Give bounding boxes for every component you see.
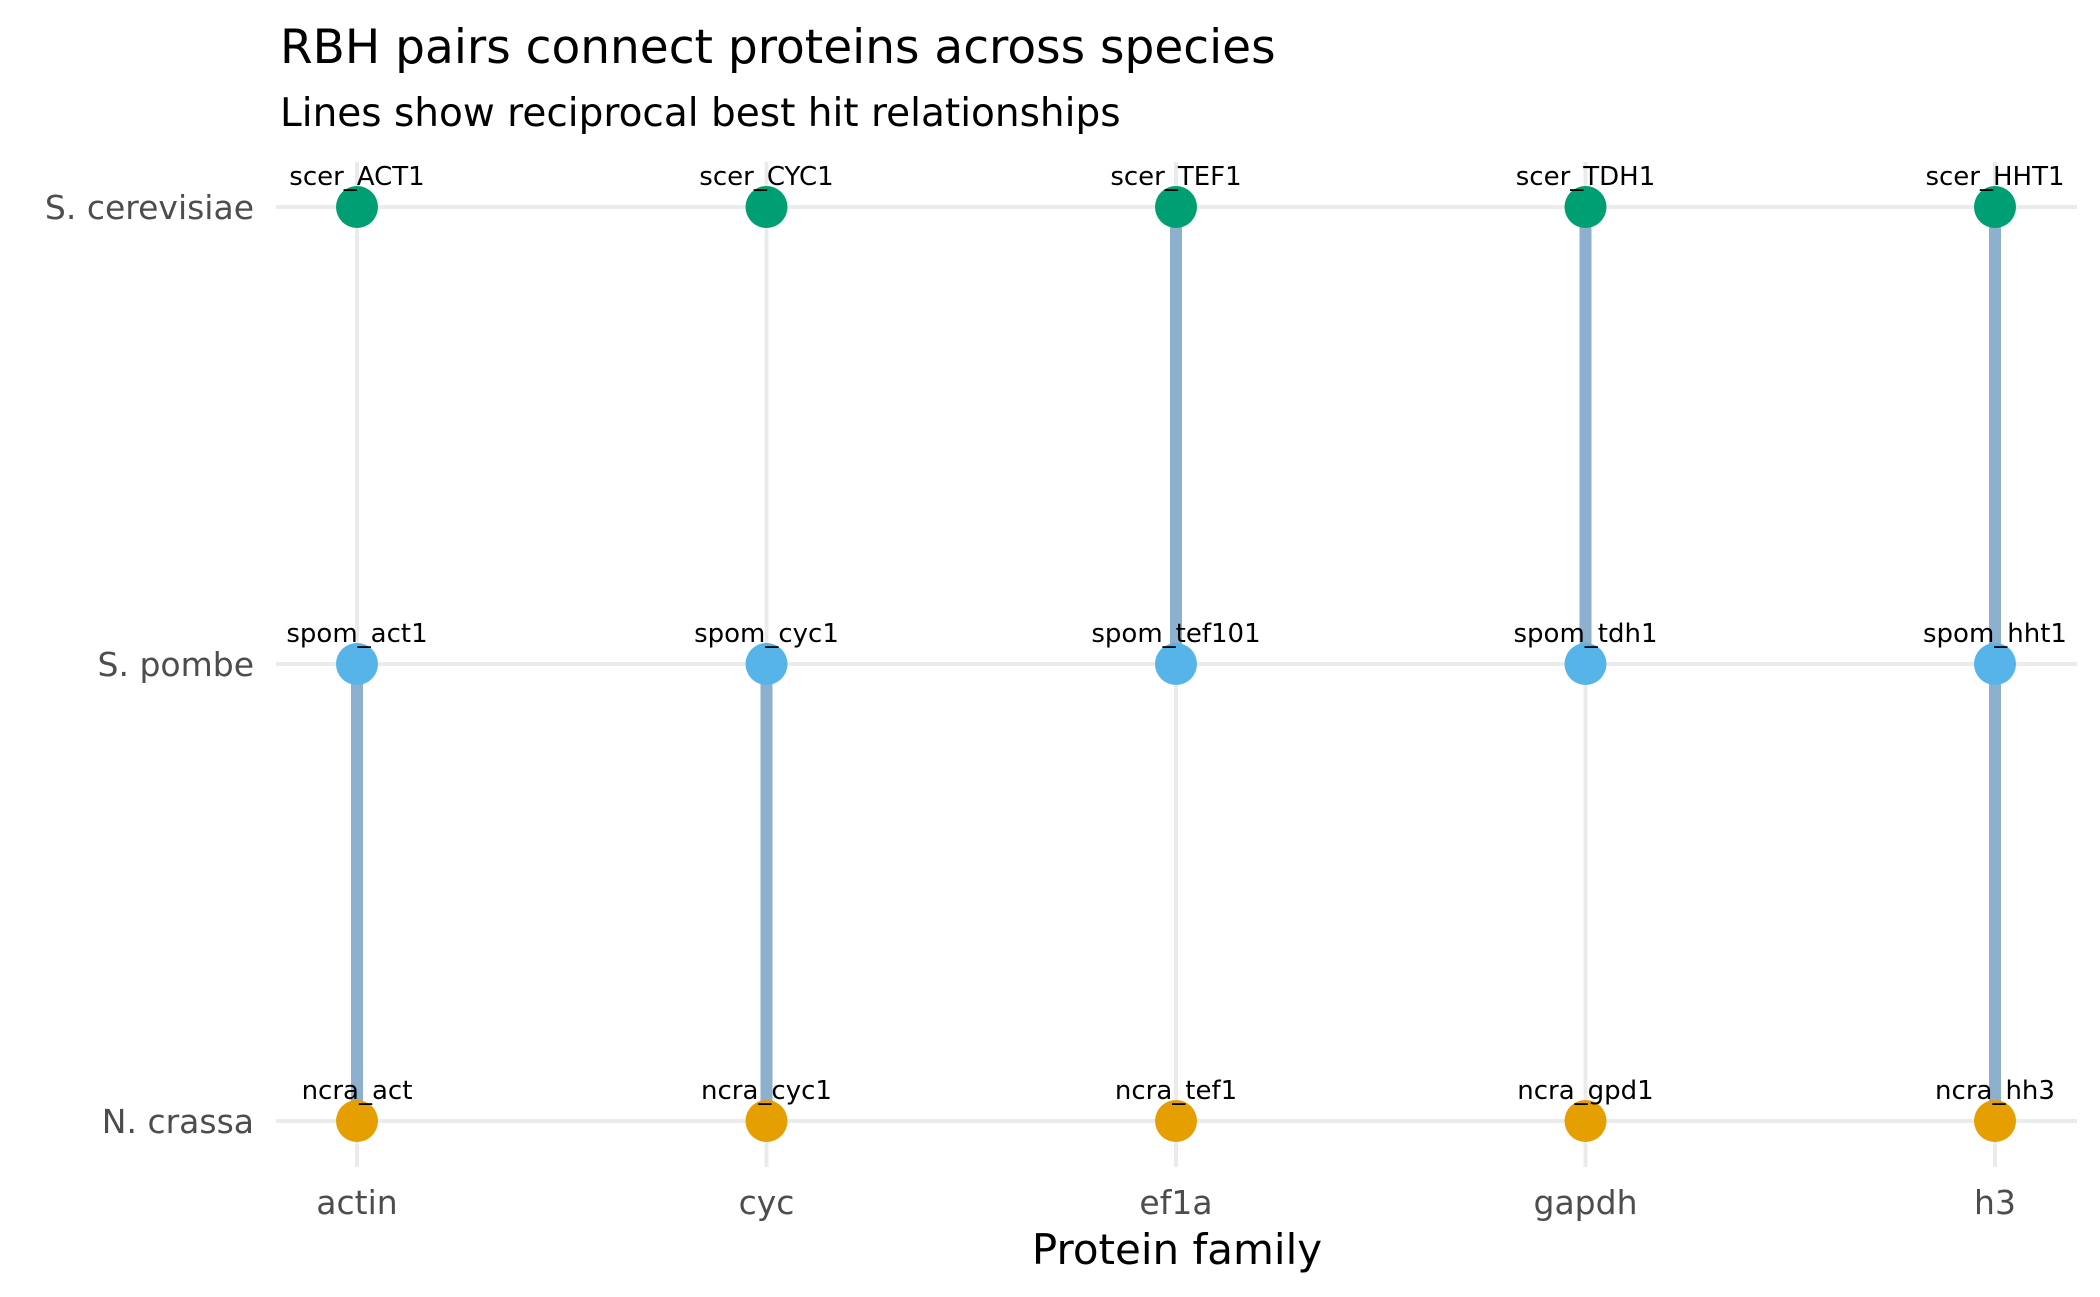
- chart-subtitle: Lines show reciprocal best hit relations…: [280, 91, 1121, 136]
- point-label-ncra-tef1: ncra_tef1: [1115, 1076, 1237, 1106]
- point-spom-tdh1: [1564, 643, 1607, 685]
- y-tick-label-s-cerevisiae: S. cerevisiae: [45, 188, 254, 227]
- chart-title: RBH pairs connect proteins across specie…: [280, 20, 1276, 75]
- point-label-scer-tef1: scer_TEF1: [1110, 162, 1241, 192]
- point-label-spom-tdh1: spom_tdh1: [1513, 619, 1657, 649]
- protein-points: [336, 186, 2016, 1142]
- point-scer-tef1: [1155, 186, 1197, 228]
- point-label-spom-tef101: spom_tef101: [1091, 619, 1260, 649]
- point-spom-cyc1: [745, 643, 788, 685]
- point-label-ncra-gpd1: ncra_gpd1: [1517, 1076, 1653, 1106]
- rbh-segments: [351, 207, 2001, 1121]
- point-spom-hht1: [1974, 643, 2016, 685]
- x-tick-label-ef1a: ef1a: [1139, 1183, 1212, 1222]
- y-tick-label-n-crassa: N. crassa: [102, 1102, 254, 1141]
- point-scer-hht1: [1974, 186, 2016, 228]
- point-ncra-tef1: [1155, 1100, 1197, 1142]
- point-label-scer-cyc1: scer_CYC1: [699, 162, 833, 192]
- point-spom-tef101: [1155, 643, 1197, 685]
- point-ncra-cyc1: [745, 1100, 788, 1142]
- point-label-spom-cyc1: spom_cyc1: [694, 619, 839, 649]
- x-tick-label-h3: h3: [1974, 1183, 2016, 1222]
- point-ncra-hh3: [1974, 1100, 2016, 1142]
- point-label-ncra-act: ncra_act: [302, 1076, 413, 1106]
- point-label-scer-act1: scer_ACT1: [289, 162, 424, 192]
- point-ncra-act: [336, 1100, 378, 1142]
- point-label-ncra-cyc1: ncra_cyc1: [701, 1076, 832, 1106]
- y-tick-label-s-pombe: S. pombe: [98, 645, 254, 684]
- point-label-spom-hht1: spom_hht1: [1923, 619, 2067, 649]
- x-axis-title: Protein family: [1032, 1225, 1322, 1274]
- point-label-spom-act1: spom_act1: [286, 619, 427, 649]
- point-label-scer-hht1: scer_HHT1: [1925, 162, 2064, 192]
- point-scer-tdh1: [1564, 186, 1607, 228]
- point-ncra-gpd1: [1564, 1100, 1607, 1142]
- point-label-ncra-hh3: ncra_hh3: [1935, 1076, 2055, 1106]
- point-scer-act1: [336, 186, 378, 228]
- x-tick-label-gapdh: gapdh: [1534, 1183, 1638, 1222]
- protein-labels: scer_ACT1 scer_CYC1 scer_TEF1 scer_TDH1 scer…: [286, 162, 2067, 1106]
- y-axis: N. crassa S. pombe S. cerevisiae: [45, 188, 254, 1141]
- point-spom-act1: [336, 643, 378, 685]
- x-tick-label-cyc: cyc: [739, 1183, 795, 1222]
- point-scer-cyc1: [745, 186, 788, 228]
- point-label-scer-tdh1: scer_TDH1: [1516, 162, 1656, 192]
- x-axis: actin cyc ef1a gapdh h3: [316, 1183, 2016, 1222]
- x-tick-label-actin: actin: [316, 1183, 397, 1222]
